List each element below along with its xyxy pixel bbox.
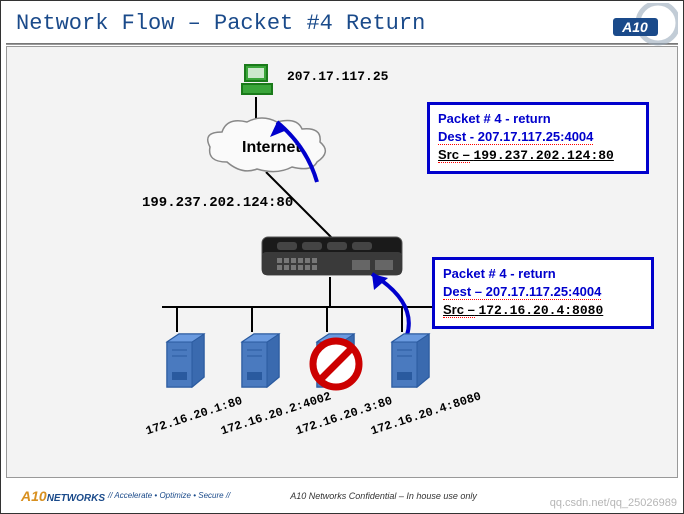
title-divider	[6, 43, 678, 45]
packet-top-dest: Dest - 207.17.117.25:4004	[438, 128, 638, 146]
packet-bottom-dest: Dest – 207.17.117.25:4004	[443, 283, 643, 301]
packet-bottom-header: Packet # 4 - return	[443, 265, 643, 283]
packet-bottom-src: Src – 172.16.20.4:8080	[443, 301, 643, 320]
watermark: qq.csdn.net/qq_25026989	[550, 497, 677, 509]
flow-arrow-top	[252, 107, 332, 187]
brand-logo-top: A10	[608, 3, 678, 48]
blocked-icon	[309, 337, 364, 392]
packet-top-src: Src – 199.237.202.124:80	[438, 146, 638, 165]
footer-tagline: // Accelerate • Optimize • Secure //	[108, 491, 230, 500]
slide-title: Network Flow – Packet #4 Return	[16, 11, 668, 36]
packet-top-header: Packet # 4 - return	[438, 110, 638, 128]
client-pc-icon	[237, 62, 277, 102]
server-icon	[237, 332, 287, 397]
flow-arrow-bottom	[352, 262, 432, 342]
svg-text:A10: A10	[621, 19, 648, 35]
footer-confidential: A10 Networks Confidential – In house use…	[290, 491, 477, 501]
public-ip-label: 199.237.202.124:80	[142, 195, 293, 211]
footer-logo: A10NETWORKS	[21, 488, 105, 504]
packet-info-top: Packet # 4 - return Dest - 207.17.117.25…	[427, 102, 649, 174]
packet-info-bottom: Packet # 4 - return Dest – 207.17.117.25…	[432, 257, 654, 329]
diagram-area: 207.17.117.25 Internet 199.237.202.124:8…	[6, 46, 678, 478]
client-ip-label: 207.17.117.25	[287, 69, 388, 84]
server-icon	[162, 332, 212, 397]
server-icon	[387, 332, 437, 397]
